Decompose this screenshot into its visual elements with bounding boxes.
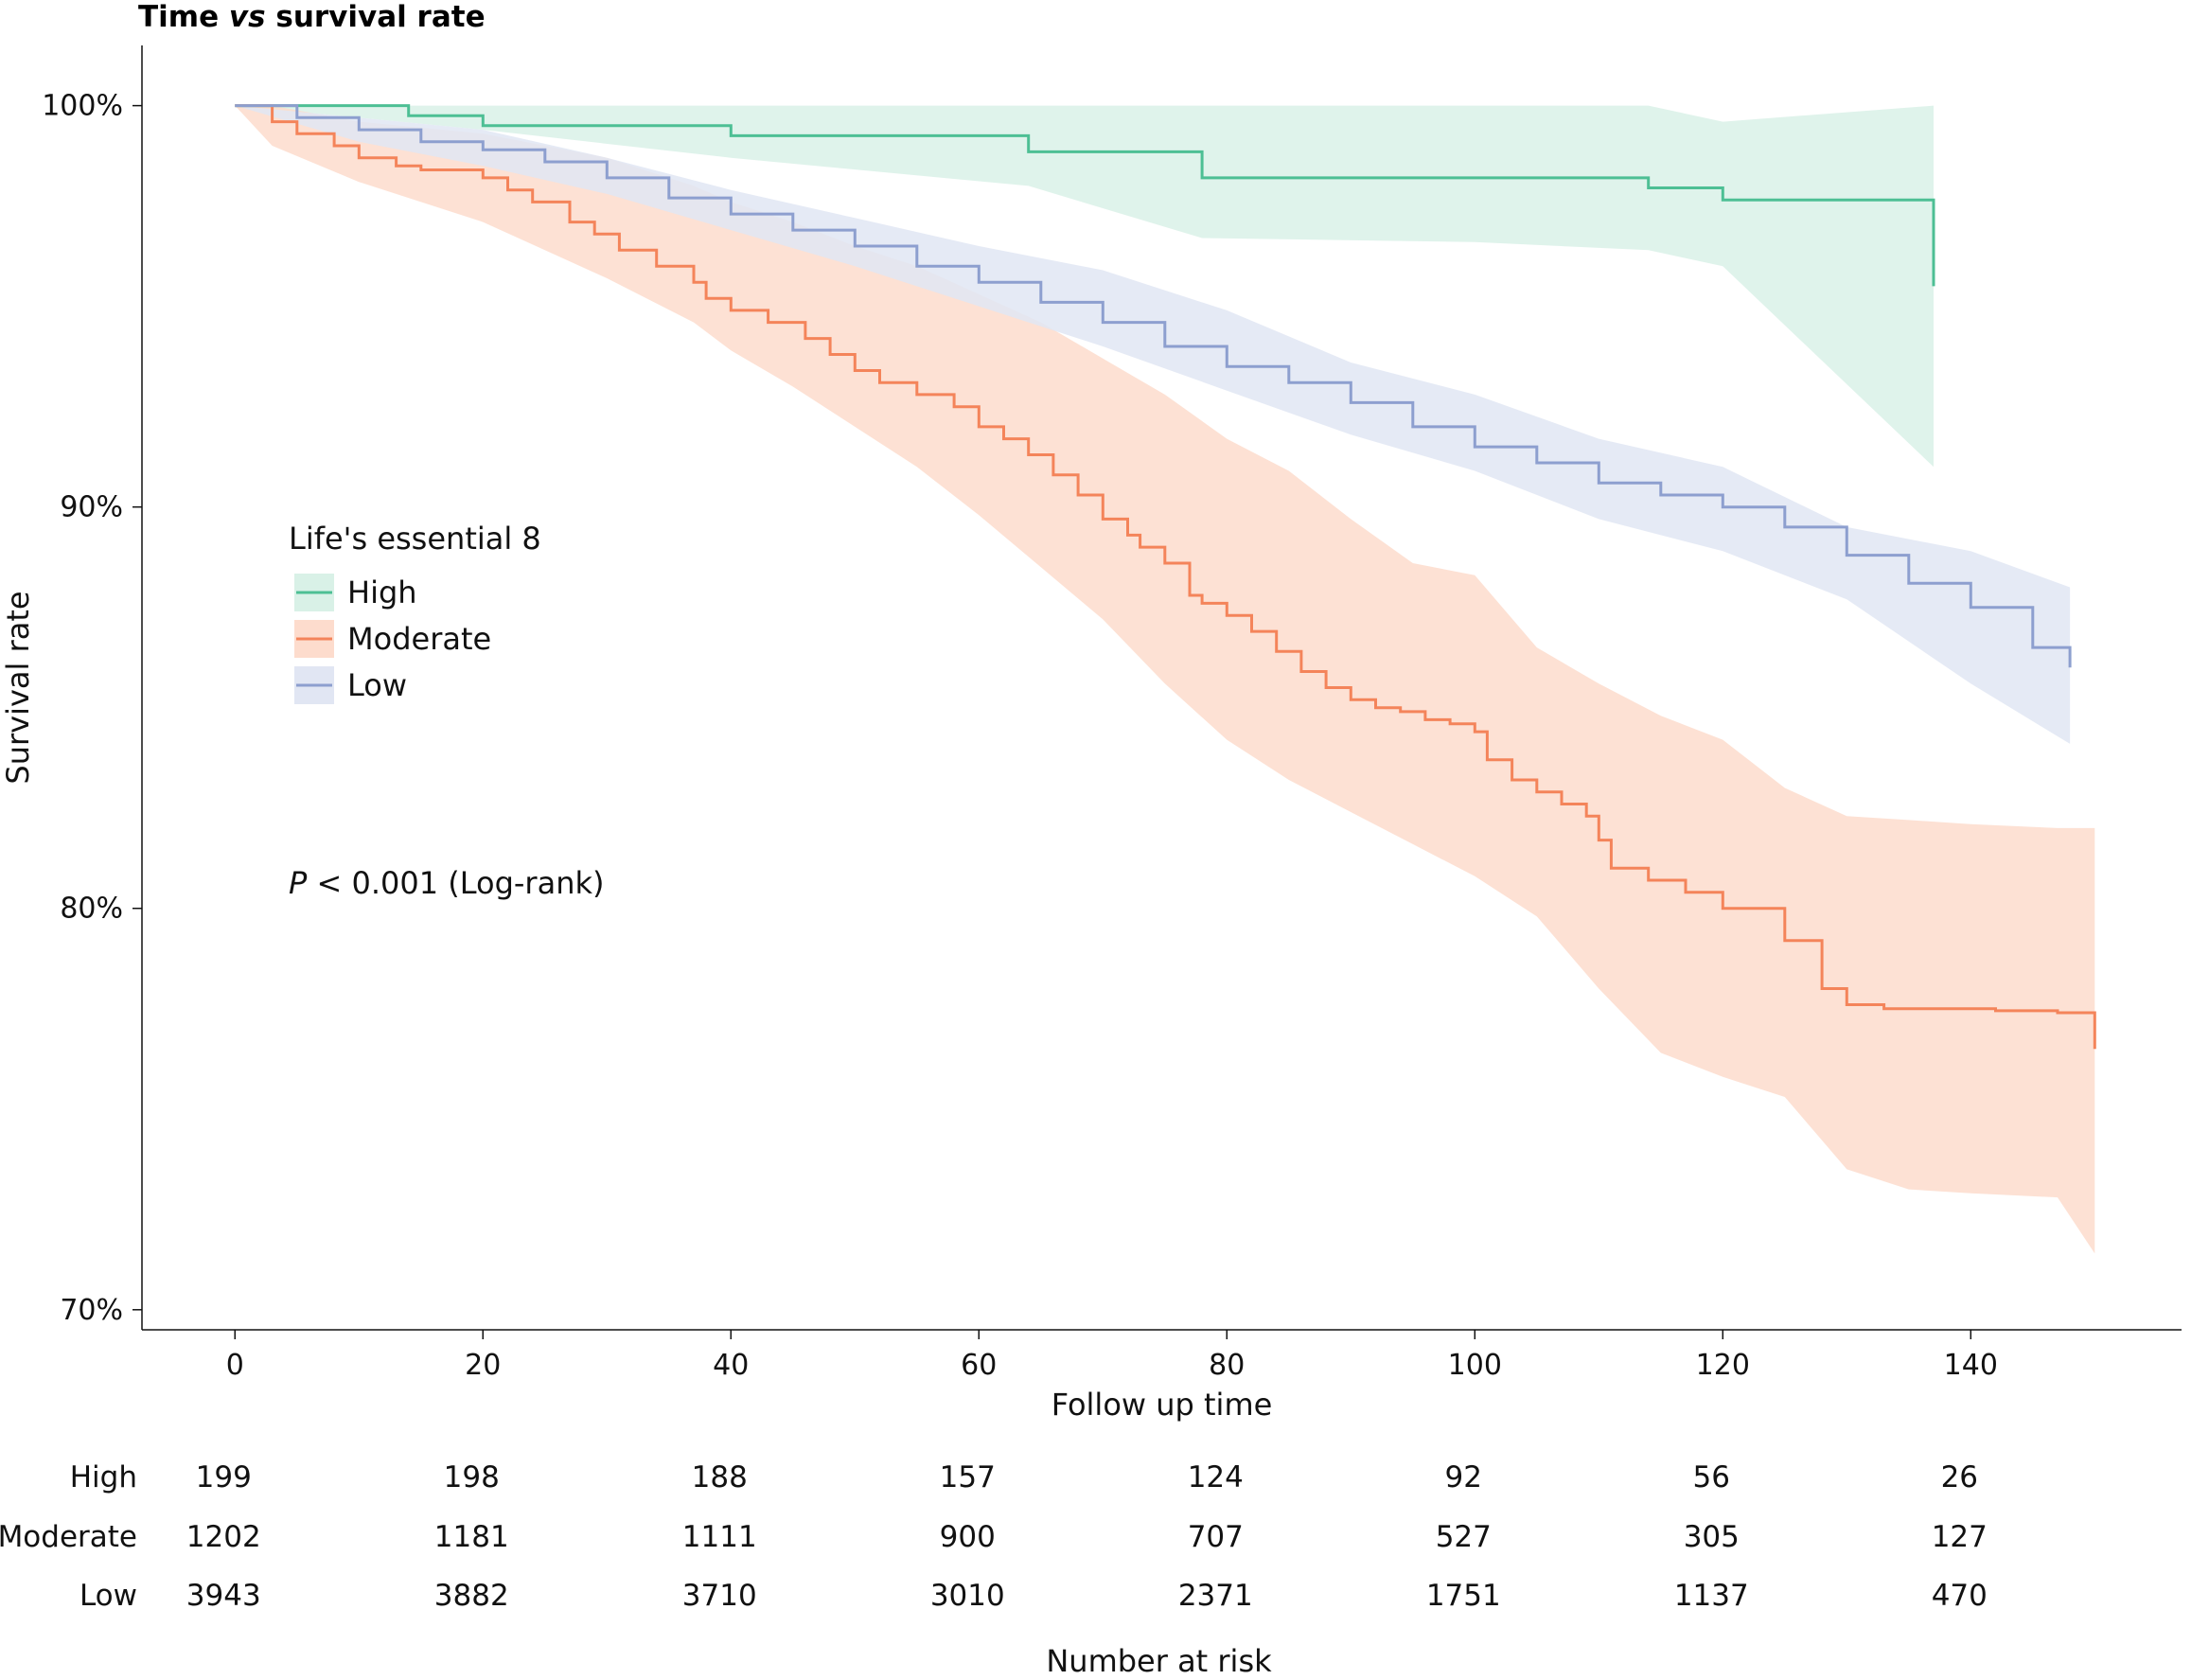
risk-value-low: 3943 (186, 1579, 261, 1613)
risk-value-moderate: 900 (940, 1520, 996, 1554)
p-value-annotation: P < 0.001 (Log-rank) (289, 865, 604, 901)
risk-value-high: 157 (940, 1460, 996, 1494)
risk-value-high: 199 (196, 1460, 252, 1494)
x-tick-label: 80 (1209, 1349, 1245, 1382)
risk-value-moderate: 1111 (682, 1520, 757, 1554)
x-tick-label: 120 (1696, 1349, 1750, 1382)
x-tick-label: 140 (1944, 1349, 1998, 1382)
axes: 70% 80% 90% 100% 0 20 40 60 80 100 120 140 Follow up… (0, 45, 2182, 1423)
confidence-bands (235, 105, 2095, 1254)
risk-value-high: 198 (444, 1460, 500, 1494)
risk-value-moderate: 1181 (434, 1520, 509, 1554)
legend-title: Life's essential 8 (289, 521, 541, 557)
x-tick-label: 0 (226, 1349, 244, 1382)
risk-value-low: 3882 (434, 1579, 509, 1613)
risk-value-moderate: 1202 (186, 1520, 261, 1554)
risk-row-label-high: High (70, 1460, 137, 1494)
risk-table: High 199 198 188 157 124 92 56 26 Moderate 1202 118… (0, 1460, 1988, 1679)
risk-row-label-low: Low (80, 1579, 137, 1613)
legend-label-low: Low (347, 667, 407, 703)
x-tick-label: 20 (465, 1349, 501, 1382)
risk-value-moderate: 305 (1684, 1520, 1740, 1554)
survival-line-moderate (235, 104, 2096, 1050)
x-tick-label: 60 (961, 1349, 997, 1382)
risk-value-high: 26 (1941, 1460, 1978, 1494)
survival-curves (235, 104, 2096, 1050)
risk-value-high: 56 (1693, 1460, 1730, 1494)
legend-label-moderate: Moderate (347, 621, 491, 657)
ci-band-moderate (235, 105, 2095, 1254)
p-value-text: P < 0.001 (Log-rank) (289, 865, 604, 901)
y-axis-label: Survival rate (0, 591, 36, 784)
risk-table-label: Number at risk (1046, 1643, 1272, 1679)
x-tick-label: 100 (1448, 1349, 1502, 1382)
risk-row-label-moderate: Moderate (0, 1520, 137, 1554)
risk-value-high: 92 (1445, 1460, 1482, 1494)
survival-line-high (235, 104, 1935, 287)
risk-value-moderate: 707 (1188, 1520, 1244, 1554)
risk-value-moderate: 527 (1436, 1520, 1492, 1554)
risk-value-low: 3010 (930, 1579, 1005, 1613)
risk-value-high: 124 (1188, 1460, 1244, 1494)
risk-value-low: 1751 (1426, 1579, 1501, 1613)
y-tick-label: 90% (60, 491, 123, 524)
risk-value-low: 3710 (682, 1579, 757, 1613)
risk-value-low: 470 (1932, 1579, 1988, 1613)
risk-value-high: 188 (692, 1460, 748, 1494)
y-tick-label: 70% (60, 1294, 123, 1327)
legend: Life's essential 8 High Moderate Low (289, 521, 541, 704)
risk-value-low: 1137 (1674, 1579, 1749, 1613)
x-axis-label: Follow up time (1051, 1387, 1273, 1423)
ci-band-high (235, 105, 1934, 468)
x-tick-label: 40 (713, 1349, 749, 1382)
y-tick-label: 80% (60, 893, 123, 926)
risk-value-moderate: 127 (1932, 1520, 1988, 1554)
y-tick-label: 100% (42, 90, 123, 123)
risk-value-low: 2371 (1178, 1579, 1253, 1613)
legend-label-high: High (347, 575, 417, 610)
survival-line-low (235, 104, 2072, 668)
chart-title: Time vs survival rate (138, 0, 486, 34)
